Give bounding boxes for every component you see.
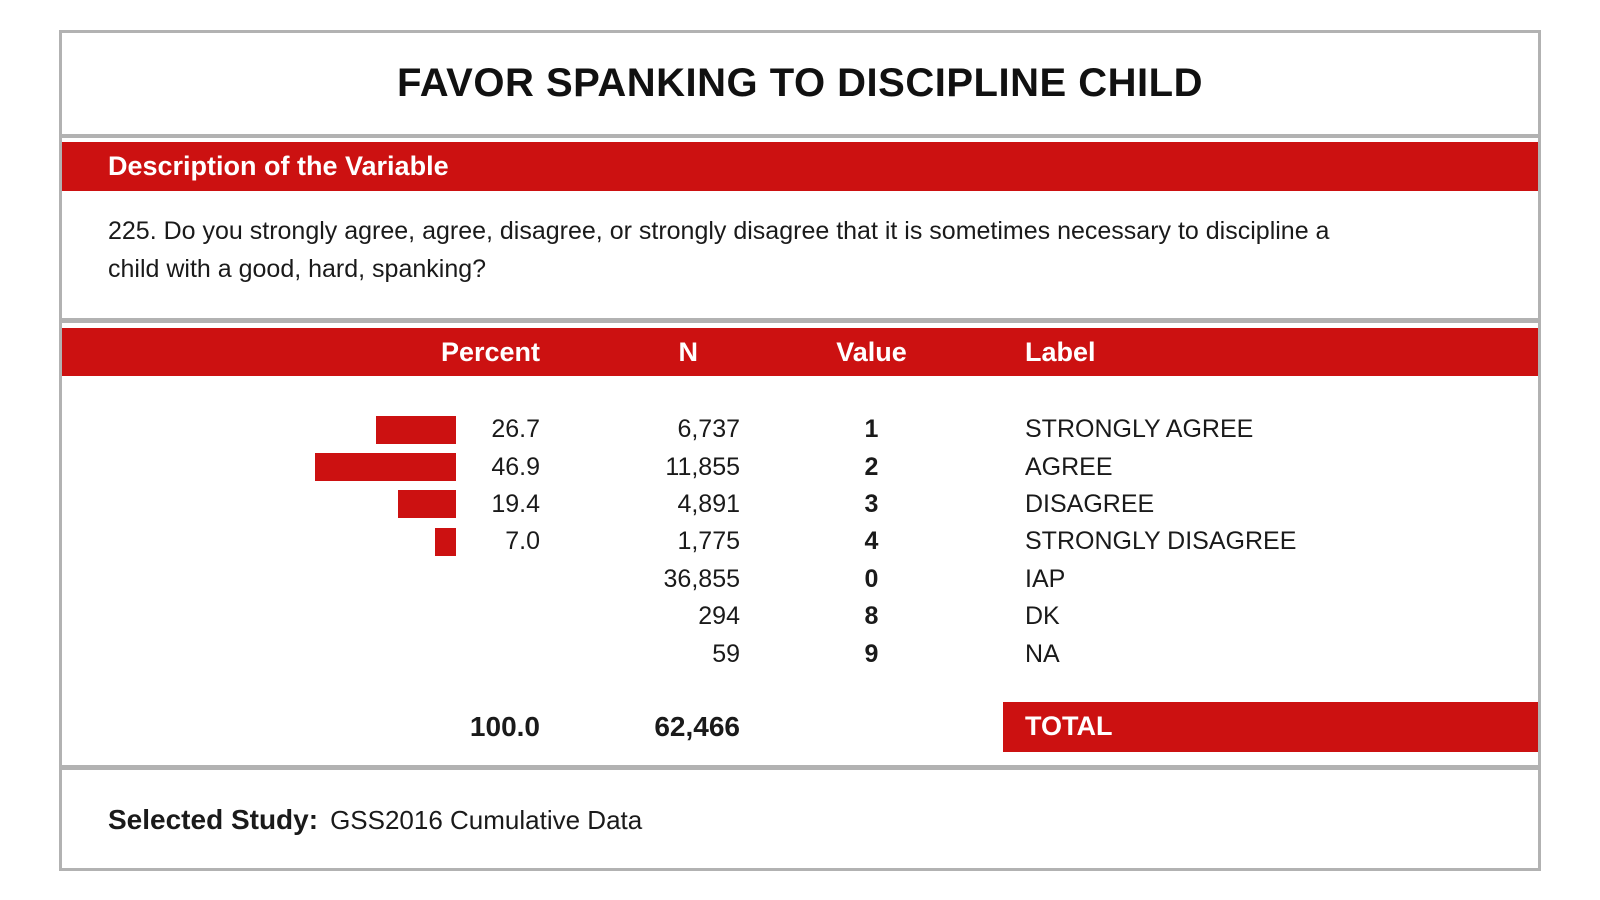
percent-cell-group: 7.0	[62, 527, 540, 556]
percent-cell: 46.9	[491, 452, 540, 481]
percent-bar	[375, 415, 456, 444]
section-divider	[62, 318, 1538, 323]
table-header-value: Value	[836, 336, 907, 367]
table-row: 59 9 NA	[62, 635, 1538, 672]
table-row: 46.9 11,855 2 AGREE	[62, 448, 1538, 485]
label-cell: NA	[1025, 639, 1060, 668]
selected-study-footer: Selected Study: GSS2016 Cumulative Data	[62, 770, 1538, 868]
percent-cell-group: 19.4	[62, 490, 540, 519]
value-cell: 8	[864, 602, 879, 631]
label-cell: AGREE	[1025, 452, 1113, 481]
value-cell: 0	[864, 564, 879, 593]
percent-cell: 19.4	[491, 489, 540, 518]
description-banner-label: Description of the Variable	[108, 151, 449, 181]
value-cell: 1	[864, 415, 879, 444]
selected-study-label: Selected Study:	[108, 803, 319, 835]
total-label-banner: TOTAL	[1003, 701, 1538, 752]
percent-bar	[397, 490, 456, 519]
label-cell: STRONGLY DISAGREE	[1025, 527, 1297, 556]
percent-bar	[315, 453, 456, 482]
variable-question: 225. Do you strongly agree, agree, disag…	[108, 217, 1330, 283]
total-row: 100.0 62,466 TOTAL	[62, 701, 1538, 752]
percent-cell: 26.7	[491, 415, 540, 444]
table-row: 7.0 1,775 4 STRONGLY DISAGREE	[62, 523, 1538, 560]
table-row: 36,855 0 IAP	[62, 561, 1538, 598]
percent-cell-group: 26.7	[62, 415, 540, 444]
percent-bar	[435, 527, 456, 556]
spacer	[62, 752, 1538, 765]
table-row: 19.4 4,891 3 DISAGREE	[62, 486, 1538, 523]
table-header-n: N	[678, 336, 699, 367]
total-percent: 100.0	[469, 710, 540, 742]
value-cell: 4	[864, 527, 879, 556]
table-header-percent: Percent	[440, 336, 540, 367]
n-cell: 294	[698, 602, 740, 631]
label-cell: IAP	[1025, 564, 1066, 593]
selected-study-value: GSS2016 Cumulative Data	[330, 804, 643, 835]
n-cell: 6,737	[677, 415, 740, 444]
percent-cell-group: 46.9	[62, 453, 540, 482]
total-n: 62,466	[654, 710, 740, 742]
table-header-row: Percent N Value Label	[62, 328, 1538, 376]
label-cell: DK	[1025, 602, 1060, 631]
n-cell: 59	[712, 639, 740, 668]
page-title: FAVOR SPANKING TO DISCIPLINE CHILD	[397, 61, 1203, 105]
table-row: 294 8 DK	[62, 598, 1538, 635]
n-cell: 1,775	[677, 527, 740, 556]
percent-cell: 7.0	[505, 527, 540, 556]
n-cell: 36,855	[663, 564, 740, 593]
n-cell: 4,891	[677, 489, 740, 518]
variable-report: FAVOR SPANKING TO DISCIPLINE CHILD Descr…	[59, 30, 1541, 871]
description-banner: Description of the Variable	[62, 142, 1538, 191]
section-divider	[62, 134, 1538, 138]
label-cell: STRONGLY AGREE	[1025, 415, 1254, 444]
table-row: 26.7 6,737 1 STRONGLY AGREE	[62, 411, 1538, 448]
section-divider	[62, 764, 1538, 770]
value-cell: 2	[864, 452, 879, 481]
value-cell: 9	[864, 639, 879, 668]
title-section: FAVOR SPANKING TO DISCIPLINE CHILD	[62, 33, 1538, 134]
n-cell: 11,855	[665, 452, 740, 481]
value-cell: 3	[864, 489, 879, 518]
table-header-label: Label	[1025, 336, 1096, 367]
label-cell: DISAGREE	[1025, 489, 1155, 518]
table-body: 26.7 6,737 1 STRONGLY AGREE 46.9 11,855 …	[62, 376, 1538, 673]
